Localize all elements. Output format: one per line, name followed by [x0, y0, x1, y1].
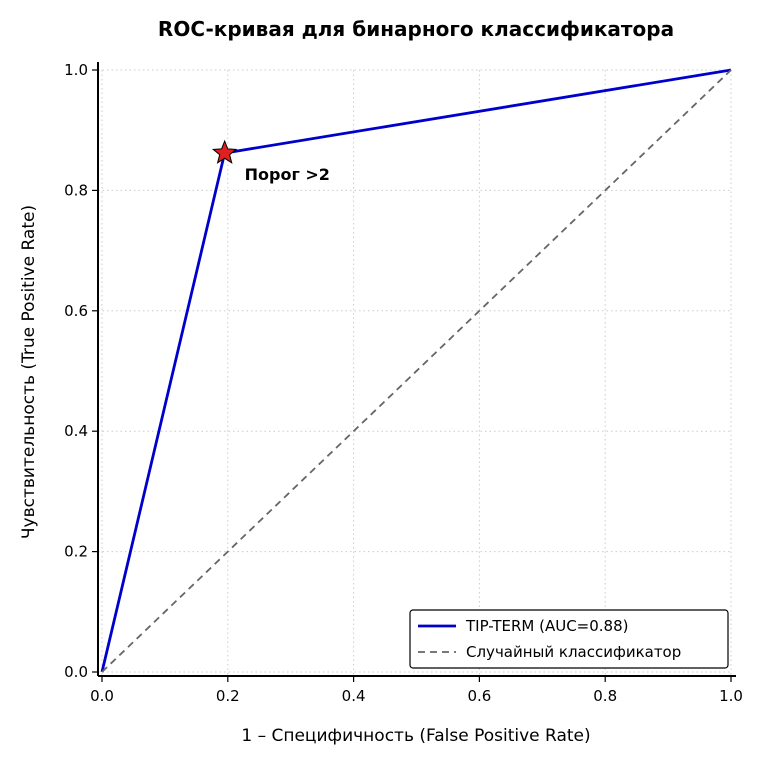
- x-tick-label: 0.4: [342, 687, 366, 705]
- legend-label-1: Случайный классификатор: [466, 643, 681, 661]
- x-tick-label: 1.0: [719, 687, 743, 705]
- legend: TIP-TERM (AUC=0.88) Случайный классификат…: [409, 609, 729, 669]
- x-tick-label: 0.6: [467, 687, 491, 705]
- annotations: Порог >2: [211, 139, 330, 184]
- legend-label-0: TIP-TERM (AUC=0.88): [465, 617, 629, 635]
- ticks: 0.0 0.2 0.4 0.6 0.8 1.0 0.0 0.2 0.4 0.6 0.8 1.0: [64, 61, 743, 705]
- y-tick-label: 0.4: [64, 422, 88, 440]
- x-axis-label: 1 – Специфичность (False Positive Rate): [241, 726, 590, 746]
- y-tick-label: 0.0: [64, 663, 88, 681]
- series-line-1: [101, 69, 732, 673]
- threshold-annotation: Порог >2: [245, 165, 330, 184]
- grid: [98, 69, 732, 678]
- chart-title: ROC-кривая для бинарного классификатора: [158, 17, 674, 41]
- x-tick-label: 0.8: [593, 687, 617, 705]
- x-tick-label: 0.0: [90, 687, 114, 705]
- legend-box: [409, 609, 729, 669]
- threshold-star-marker: [211, 139, 238, 164]
- series-layer: [100, 68, 732, 673]
- y-axis-label: Чувствительность (True Positive Rate): [19, 205, 39, 539]
- y-tick-label: 0.2: [64, 543, 88, 561]
- y-tick-label: 0.8: [64, 181, 88, 199]
- axes: [97, 62, 736, 677]
- y-tick-label: 0.6: [64, 302, 88, 320]
- y-tick-label: 1.0: [64, 61, 88, 79]
- x-tick-label: 0.2: [216, 687, 240, 705]
